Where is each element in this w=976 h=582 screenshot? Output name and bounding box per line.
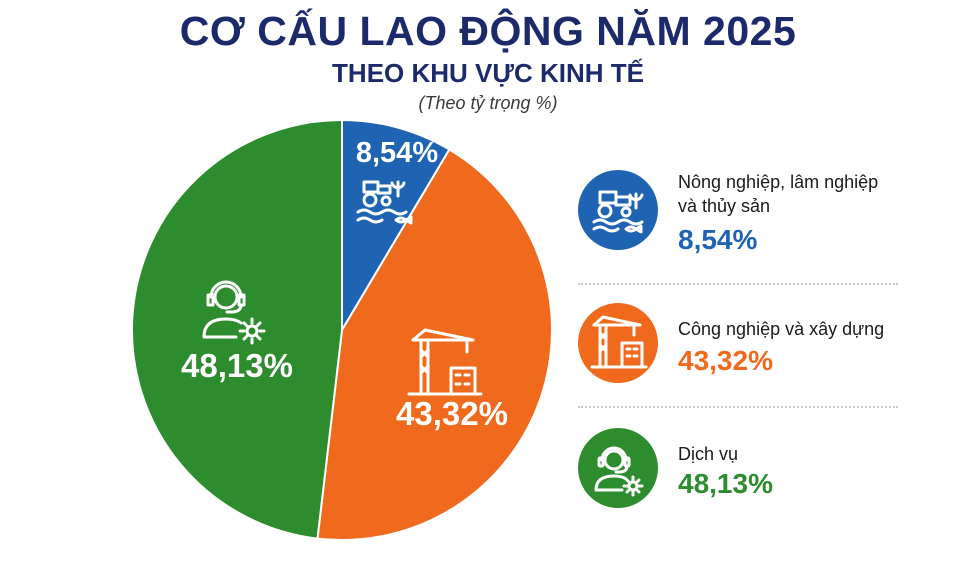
legend-value: 43,32% <box>678 345 773 376</box>
headset-agent-gear-icon <box>578 428 658 508</box>
crane-building-icon <box>407 328 483 396</box>
legend-label-line1: Dịch vụ <box>678 444 739 464</box>
legend-value: 8,54% <box>678 224 758 255</box>
legend-label-line1: Công nghiệp và xây dựng <box>678 319 885 339</box>
headset-agent-gear-icon <box>202 280 266 345</box>
tractor-fish-icon <box>356 180 413 225</box>
legend-item-industry: Công nghiệp và xây dựng 43,32% <box>578 303 938 403</box>
legend-divider <box>578 406 898 408</box>
legend-item-services: Dịch vụ 48,13% <box>578 428 938 528</box>
legend-divider <box>578 283 898 285</box>
legend-label-line2: và thủy sản <box>678 196 771 216</box>
slice-label-agriculture: 8,54% <box>356 137 438 169</box>
crane-building-icon <box>578 303 658 383</box>
legend-label-line1: Nông nghiệp, lâm nghiệp <box>678 172 879 192</box>
legend-item-agriculture: Nông nghiệp, lâm nghiệp và thủy sản 8,54… <box>578 170 938 270</box>
slice-label-industry: 43,32% <box>396 395 508 432</box>
legend-value: 48,13% <box>678 468 773 499</box>
slice-label-services: 48,13% <box>181 347 293 384</box>
slice-services <box>131 118 343 540</box>
chart-title: CƠ CẤU LAO ĐỘNG NĂM 2025 <box>179 8 797 54</box>
chart-subtitle: THEO KHU VỰC KINH TẾ <box>332 58 644 88</box>
slice-agriculture <box>341 118 451 334</box>
slice-industry <box>316 148 553 541</box>
chart-note: (Theo tỷ trọng %) <box>418 93 558 113</box>
pie-chart: 8,54% 43,32% 48,13% <box>131 118 553 541</box>
tractor-fish-icon <box>578 170 658 250</box>
